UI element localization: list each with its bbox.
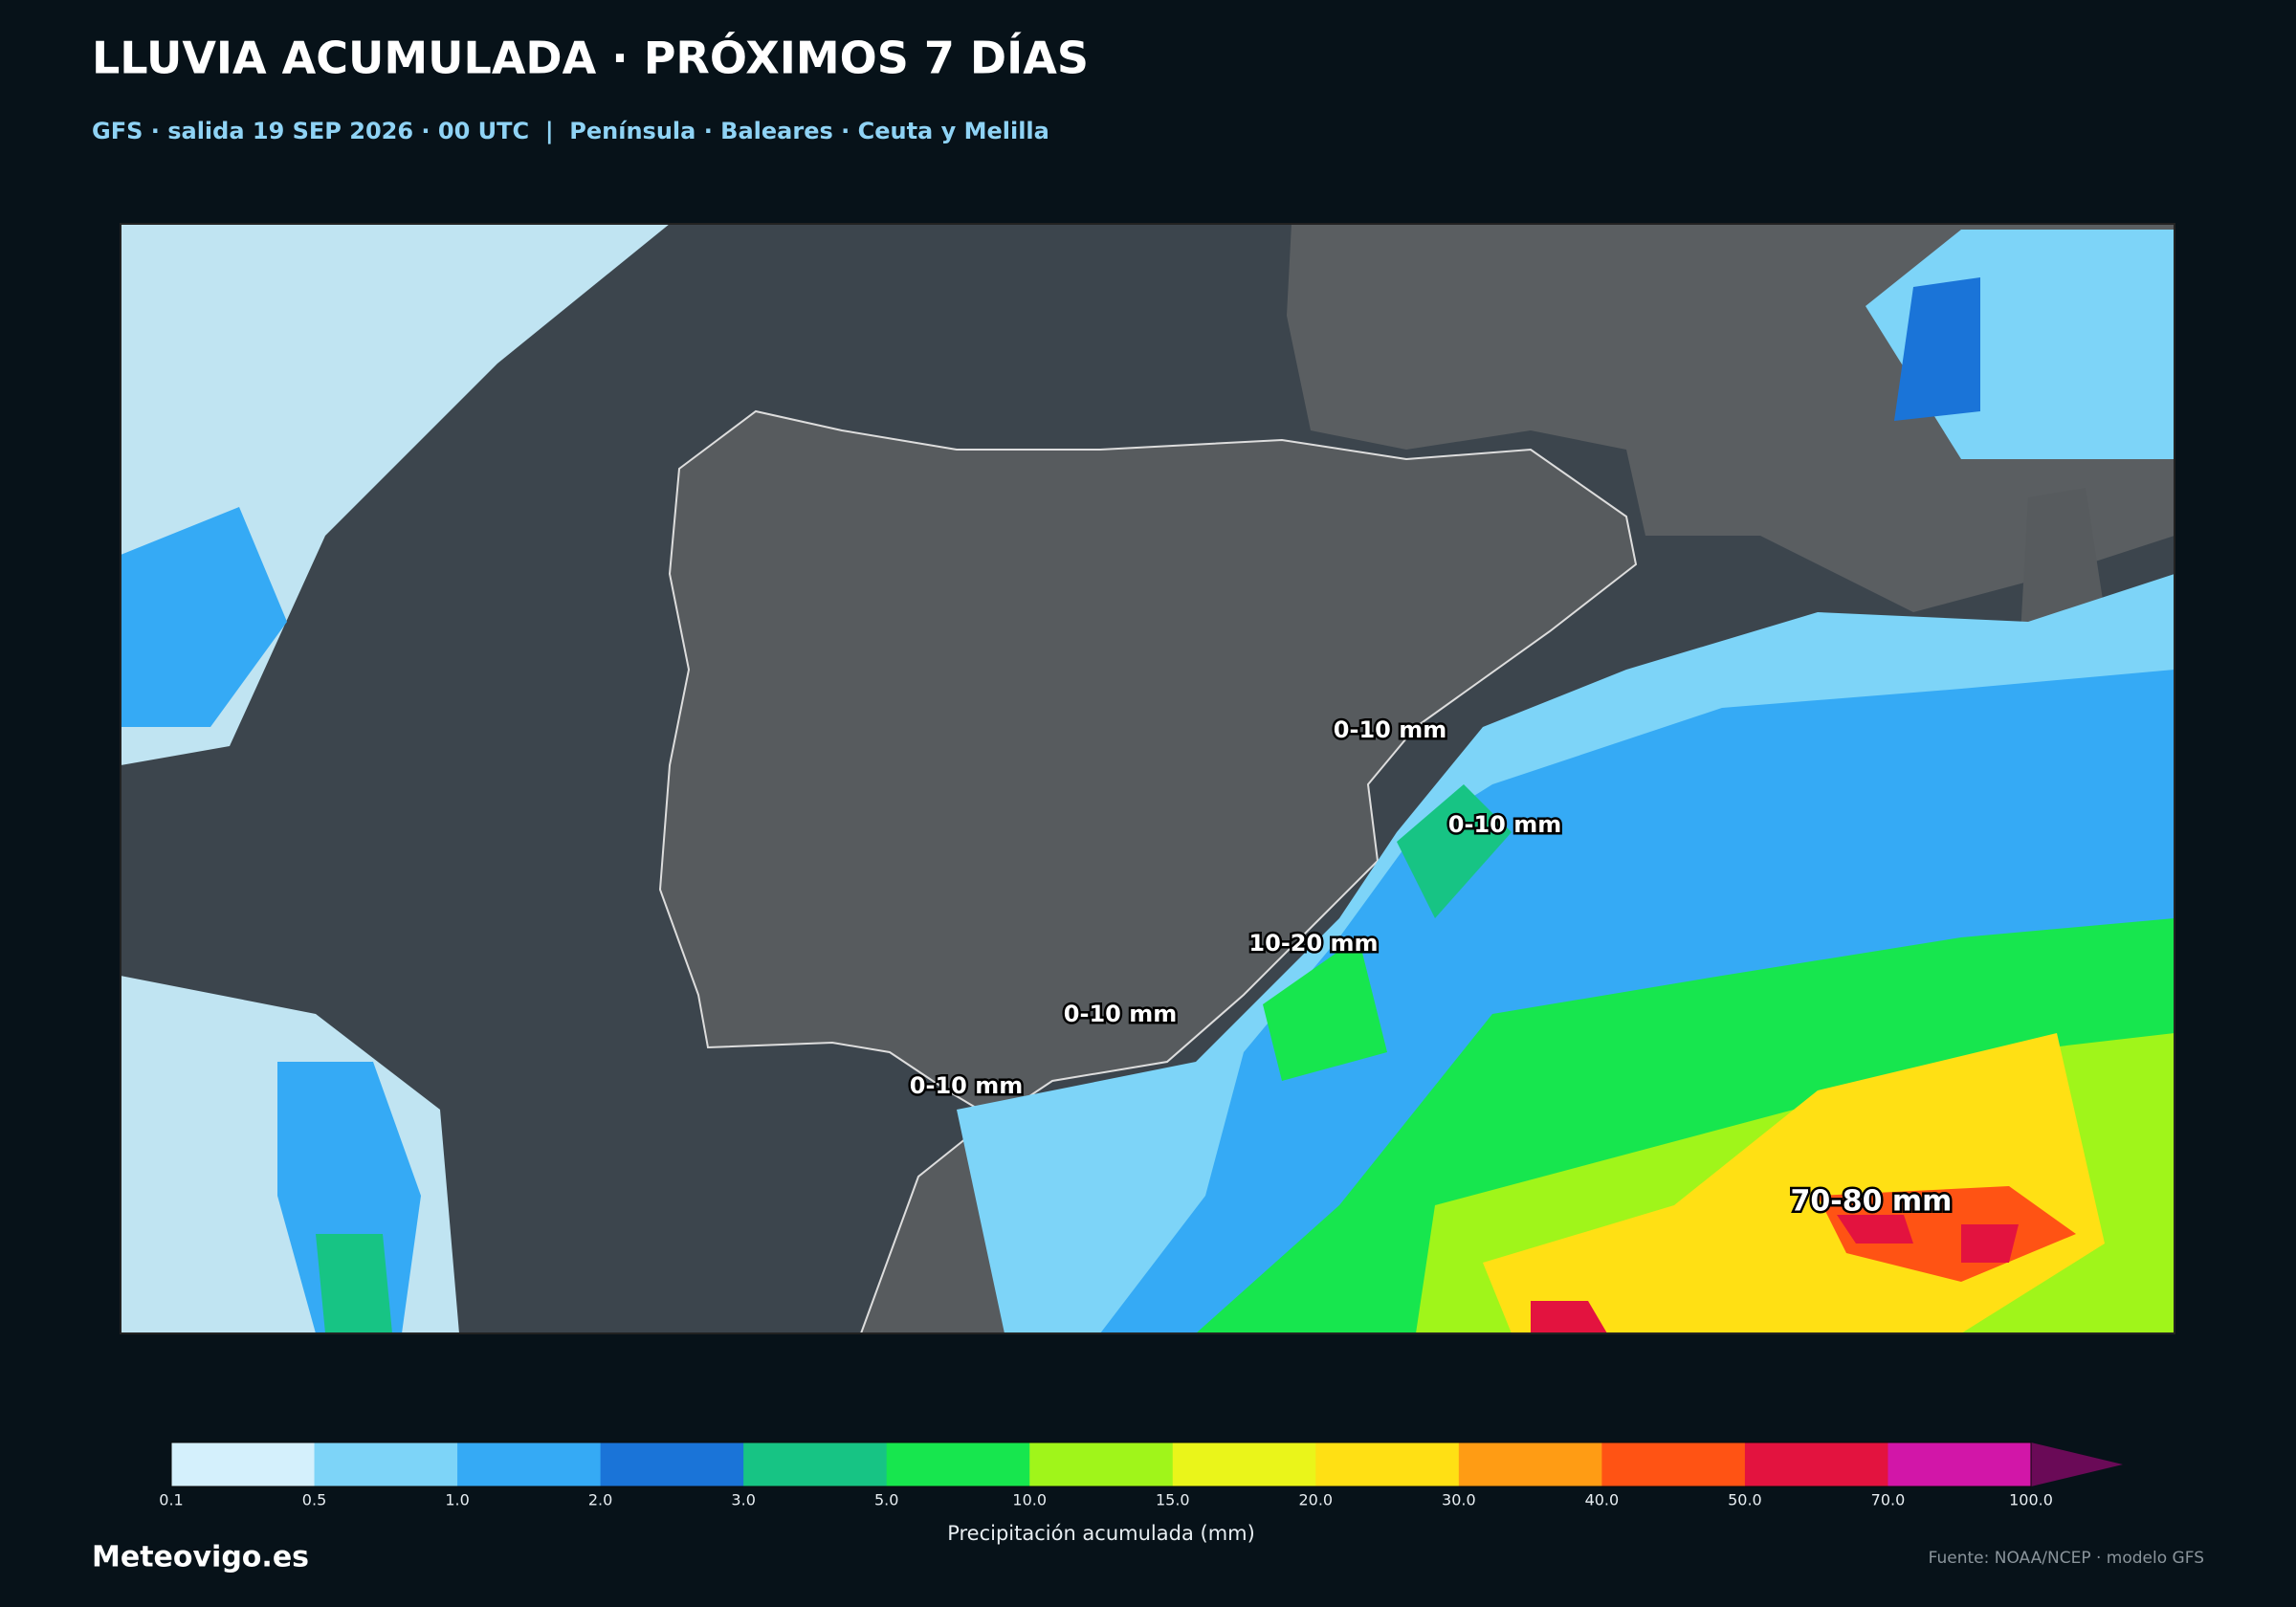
colorbar-tick-label: 40.0 — [1585, 1491, 1620, 1509]
colorbar-tick-label: 50.0 — [1728, 1491, 1762, 1509]
colorbar-box — [1744, 1442, 1888, 1486]
colorbar-box — [1458, 1442, 1602, 1486]
colorbar-box — [1172, 1442, 1316, 1486]
map-label: 0-10 mm — [1064, 1001, 1177, 1027]
colorbar-box — [1888, 1442, 2032, 1486]
map-label: 0-10 mm — [1334, 716, 1446, 743]
subtitle: GFS · salida 19 SEP 2026 · 00 UTC | Pení… — [92, 118, 1049, 144]
colorbar-tick-label: 1.0 — [445, 1491, 469, 1509]
map-label: 10-20 mm — [1248, 930, 1378, 957]
colorbar-tick-label: 70.0 — [1871, 1491, 1906, 1509]
colorbar-box — [457, 1442, 602, 1486]
colorbar-box — [1315, 1442, 1460, 1486]
colorbar-box — [886, 1442, 1030, 1486]
rain-area — [1818, 1186, 2076, 1282]
rain-area — [1263, 937, 1387, 1081]
colorbar-outline — [170, 1442, 2032, 1487]
rain-area — [1894, 277, 1980, 421]
colorbar-box — [600, 1442, 744, 1486]
colorbar-box — [1029, 1442, 1174, 1486]
source: Fuente: NOAA/NCEP · modelo GFS — [1929, 1549, 2204, 1568]
colorbar-tick-label: 0.5 — [302, 1491, 326, 1509]
colorbar-box — [314, 1442, 458, 1486]
rain-area — [316, 1234, 392, 1333]
map: 0-10 mm 0-10 mm 10-20 mm 0-10 mm 0-10 mm… — [120, 223, 2175, 1334]
rain-area — [1397, 784, 1512, 918]
colorbar-tick-label: 10.0 — [1012, 1491, 1047, 1509]
colorbar-tick-label: 15.0 — [1156, 1491, 1190, 1509]
map-label: 0-10 mm — [910, 1072, 1023, 1099]
colorbar-label: Precipitación acumulada (mm) — [947, 1522, 1255, 1545]
colorbar-box — [743, 1442, 888, 1486]
colorbar-box — [171, 1442, 316, 1486]
colorbar-box — [1601, 1442, 1746, 1486]
rain-area — [121, 507, 287, 727]
colorbar-tick-label: 0.1 — [159, 1491, 183, 1509]
colorbar-tick-label: 100.0 — [2009, 1491, 2053, 1509]
map-label: 70-80 mm — [1791, 1185, 1953, 1219]
colorbar-tick-label: 2.0 — [588, 1491, 612, 1509]
colorbar-tick-label: 5.0 — [874, 1491, 898, 1509]
land-iberia — [658, 409, 1638, 1121]
brand: Meteovigo.es — [92, 1541, 309, 1574]
title: LLUVIA ACUMULADA · PRÓXIMOS 7 DÍAS — [92, 33, 1089, 84]
colorbar-tick-label: 20.0 — [1298, 1491, 1333, 1509]
colorbar-tick-label: 3.0 — [731, 1491, 755, 1509]
map-label: 0-10 mm — [1448, 811, 1561, 838]
colorbar-extension — [2031, 1442, 2123, 1486]
colorbar: 0.1 0.5 1.0 2.0 3.0 5.0 10.0 15.0 20.0 30.0 40.0 50… — [159, 1442, 2123, 1509]
map-frame — [120, 223, 2175, 1334]
colorbar-tick-label: 30.0 — [1442, 1491, 1476, 1509]
rain-area — [1531, 1215, 2019, 1333]
